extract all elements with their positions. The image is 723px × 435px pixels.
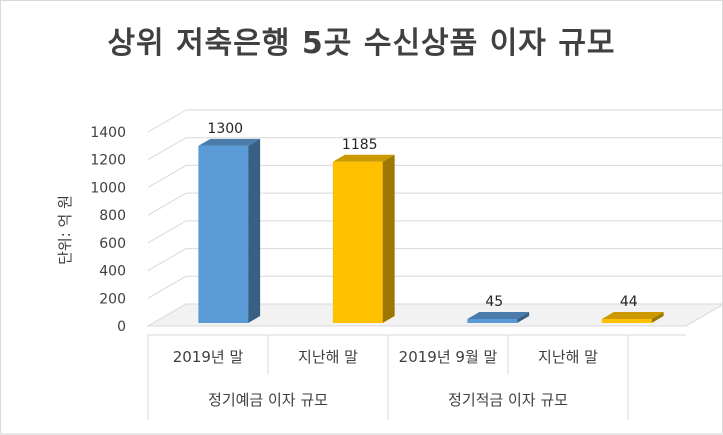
y-tick-label: 600 xyxy=(99,236,126,252)
y-tick-label: 1400 xyxy=(90,125,126,141)
y-axis-label: 단위: 억 원 xyxy=(56,195,74,265)
y-tick-label: 400 xyxy=(99,264,126,280)
bottom-edge xyxy=(0,433,723,435)
bar-side xyxy=(248,138,261,323)
bar-front xyxy=(198,145,249,323)
bar-top xyxy=(198,138,261,146)
bar-front xyxy=(332,161,383,323)
bar-top xyxy=(332,154,395,162)
category-label: 2019년 9월 말 xyxy=(399,348,498,366)
bar-side xyxy=(382,154,395,323)
gridline xyxy=(147,275,723,299)
data-label: 44 xyxy=(620,294,638,310)
bar-side xyxy=(517,312,530,323)
gridline xyxy=(147,137,723,161)
chart-title: 상위 저축은행 5곳 수신상품 이자 규모 xyxy=(107,26,616,61)
bar xyxy=(198,138,261,323)
bar-top xyxy=(467,312,530,319)
gridline xyxy=(147,220,723,244)
group-label: 정기적금 이자 규모 xyxy=(448,391,568,409)
category-label: 지난해 말 xyxy=(298,348,358,366)
y-tick-label: 1200 xyxy=(90,153,126,169)
category-label: 지난해 말 xyxy=(538,348,598,366)
y-tick-label: 1000 xyxy=(90,180,126,196)
group-label: 정기예금 이자 규모 xyxy=(208,391,328,409)
gridline xyxy=(147,192,723,216)
gridline xyxy=(147,109,723,133)
floor-plane xyxy=(146,303,723,327)
y-axis-ticks: 0 200 400 600 800 1000 1200 1400 xyxy=(90,125,126,335)
gridline xyxy=(147,164,723,188)
category-label: 2019년 말 xyxy=(173,348,244,366)
bar xyxy=(601,312,664,323)
y-tick-label: 800 xyxy=(99,208,126,224)
y-tick-label: 0 xyxy=(117,319,126,335)
bar-front xyxy=(467,319,518,323)
chart-floor xyxy=(146,303,723,327)
data-label: 1300 xyxy=(207,121,243,137)
bar-top xyxy=(601,312,664,319)
bar xyxy=(332,154,395,323)
y-tick-label: 200 xyxy=(99,291,126,307)
data-label: 1185 xyxy=(342,137,378,153)
data-labels: 1300 1185 45 44 xyxy=(207,121,637,310)
bar-front xyxy=(601,319,652,323)
bars xyxy=(198,138,664,323)
bar xyxy=(467,312,530,323)
data-label: 45 xyxy=(485,294,503,310)
bar-side xyxy=(651,312,664,323)
gridline xyxy=(147,248,723,272)
